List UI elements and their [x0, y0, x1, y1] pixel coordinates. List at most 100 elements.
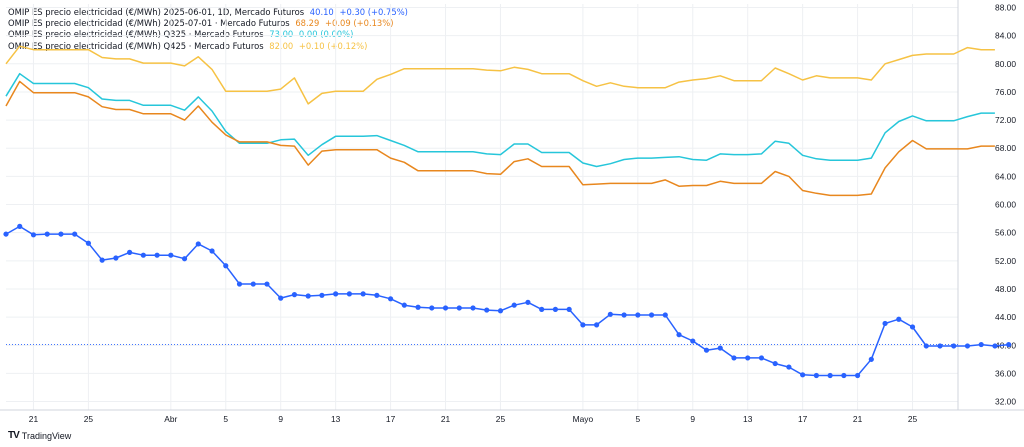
legend-change: +0.10 (+0.12%) — [298, 40, 368, 51]
series-point — [415, 304, 421, 310]
y-tick-label: 64.00 — [995, 171, 1016, 181]
series-point — [607, 311, 613, 317]
x-tick-label: 5 — [223, 414, 228, 424]
series-point — [978, 341, 984, 348]
series-point — [717, 345, 723, 351]
series-point — [566, 306, 572, 312]
series-point — [552, 306, 559, 312]
legend-change: 0.00 (0.00%) — [298, 29, 354, 40]
tradingview-brand[interactable]: TV TradingView — [8, 430, 71, 441]
series-point — [113, 255, 119, 261]
series-point — [484, 307, 490, 313]
series-point — [333, 291, 339, 297]
y-tick-label: 68.00 — [995, 143, 1016, 153]
legend-change: +0.09 (+0.13%) — [325, 18, 394, 29]
legend-last-value: 68.29 — [295, 18, 320, 29]
series-point — [72, 231, 78, 237]
series-point — [17, 223, 23, 229]
series-point — [497, 308, 504, 314]
series-point — [305, 293, 311, 299]
y-tick-label: 84.00 — [995, 31, 1016, 41]
series-point — [470, 305, 476, 311]
series-point — [278, 295, 284, 301]
legend-last-value: 73.00 — [269, 29, 294, 40]
series-point — [346, 291, 352, 297]
x-tick-label: 17 — [798, 414, 808, 424]
series-point — [195, 241, 201, 247]
series-point — [442, 305, 449, 311]
series-point — [580, 322, 586, 328]
series-point — [827, 372, 833, 379]
legend-last-value: 82.00 — [269, 40, 294, 51]
y-tick-label: 76.00 — [995, 87, 1016, 97]
legend-row-jun: OMIP ES precio electricidad (€/MWh) 2025… — [8, 7, 408, 18]
y-tick-label: 60.00 — [995, 200, 1016, 210]
x-tick-label: 17 — [386, 414, 396, 424]
series-point — [923, 343, 929, 349]
series-line — [5, 80, 995, 197]
x-tick-label: 13 — [743, 414, 753, 424]
chart-legend: OMIP ES precio electricidad (€/MWh) 2025… — [8, 7, 408, 52]
series-point — [992, 343, 998, 349]
series-point — [745, 355, 751, 361]
series-point — [868, 356, 874, 362]
series-point — [209, 248, 215, 254]
series-point — [154, 252, 160, 258]
tradingview-logo-icon: TV — [8, 430, 20, 441]
series-point — [360, 291, 366, 297]
y-tick-label: 72.00 — [995, 115, 1016, 125]
series-point — [250, 281, 256, 287]
series-point — [127, 249, 133, 255]
series-point — [236, 281, 243, 287]
series-point — [1006, 341, 1012, 348]
series-point — [758, 355, 765, 361]
series-point — [291, 292, 298, 298]
series-point — [401, 302, 407, 308]
y-tick-label: 80.00 — [995, 59, 1016, 69]
series-point — [525, 299, 531, 305]
series-point — [662, 312, 668, 318]
series-point — [30, 232, 37, 238]
series-point — [223, 263, 229, 269]
x-tick-label: 5 — [635, 414, 640, 424]
x-tick-label: 25 — [496, 414, 506, 424]
series-point — [85, 240, 92, 246]
series-point — [44, 231, 50, 237]
series-point — [964, 343, 971, 349]
series-point — [951, 343, 957, 349]
series-point — [140, 252, 146, 258]
legend-label: OMIP ES precio electricidad (€/MWh) Q325… — [8, 29, 264, 40]
legend-label: OMIP ES precio electricidad (€/MWh) 2025… — [8, 18, 290, 29]
series-point — [319, 292, 325, 298]
legend-row-jul: OMIP ES precio electricidad (€/MWh) 2025… — [8, 18, 408, 29]
series-point — [429, 305, 435, 311]
y-tick-label: 52.00 — [995, 256, 1016, 266]
x-tick-label: 21 — [29, 414, 39, 424]
series-point — [800, 372, 806, 378]
y-tick-label: 36.00 — [995, 368, 1016, 378]
series-point — [882, 320, 888, 327]
y-tick-label: 88.00 — [995, 3, 1016, 13]
series-point — [511, 302, 517, 308]
series-point — [937, 343, 943, 349]
series-point — [3, 231, 9, 237]
series-point — [648, 312, 655, 318]
legend-label: OMIP ES precio electricidad (€/MWh) 2025… — [8, 7, 305, 17]
series-point — [676, 332, 682, 338]
series-point — [841, 372, 847, 379]
series-line — [5, 45, 995, 105]
series-point — [456, 305, 462, 311]
legend-row-q325: OMIP ES precio electricidad (€/MWh) Q325… — [8, 29, 408, 40]
series-point — [854, 372, 861, 379]
legend-label: OMIP ES precio electricidad (€/MWh) Q425… — [8, 40, 264, 51]
series-point — [374, 292, 380, 298]
series-point — [896, 316, 902, 322]
x-tick-label: 21 — [853, 414, 863, 424]
series-point — [539, 306, 545, 312]
series-point — [621, 312, 627, 318]
x-tick-label: Abr — [164, 414, 177, 424]
series-point — [264, 281, 270, 287]
series-point — [813, 372, 819, 379]
brand-name: TradingView — [21, 430, 72, 441]
